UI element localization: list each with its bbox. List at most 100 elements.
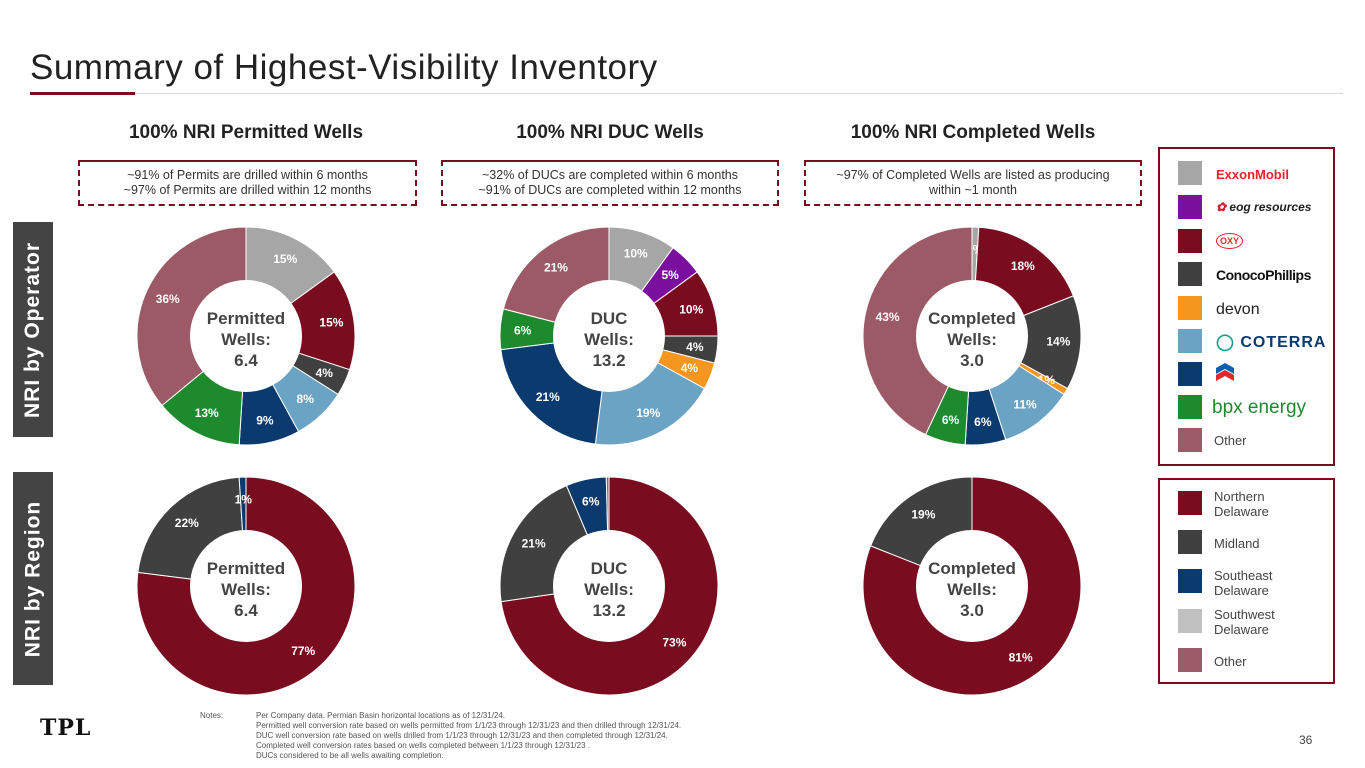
center-label: Completed: [928, 559, 1016, 578]
legend-swatch: [1178, 262, 1202, 286]
center-label: Permitted: [207, 309, 285, 328]
row-label-region-text: NRI by Region: [21, 500, 45, 657]
region-legend: Northern Delaware Midland Southeast Dela…: [1158, 478, 1335, 684]
conocophillips-logo: ConocoPhillips: [1216, 267, 1311, 283]
slice-label: 81%: [1009, 651, 1033, 665]
center-label: Wells:: [221, 580, 271, 599]
tpl-logo: TPL: [40, 715, 92, 741]
bpx-logo: bpx energy: [1212, 397, 1307, 418]
slice-label: 1%: [235, 493, 253, 507]
note-line: ~32% of DUCs are completed within 6 mont…: [481, 168, 739, 182]
legend-label-line: Southeast: [1214, 568, 1273, 583]
slice-label: 10%: [624, 247, 648, 261]
legend-swatch: [1178, 161, 1202, 185]
slice-label: 6%: [582, 494, 600, 508]
pie-slice-oxy: [244, 271, 356, 371]
center-label: DUC: [591, 309, 628, 328]
legend-label-other: Other: [1214, 654, 1247, 669]
center-label: Wells:: [221, 330, 271, 349]
donut-hole: [553, 530, 665, 642]
note-box-completed: ~97% of Completed Wells are listed as pr…: [804, 160, 1142, 206]
center-value: 6.4: [234, 601, 258, 620]
note-line: within ~1 month: [929, 183, 1017, 197]
slice-label: 9%: [256, 413, 274, 427]
slice-label: 13%: [195, 406, 219, 420]
chevron-logo: [1214, 360, 1236, 391]
coterra-logo: ◯ COTERRA: [1216, 332, 1326, 352]
column-heading-duc: 100% NRI DUC Wells: [516, 122, 704, 143]
legend-label-line: Delaware: [1214, 583, 1269, 598]
center-label: Completed: [928, 309, 1016, 328]
slice-label: 8%: [297, 392, 315, 406]
donut-region-permitted: 77% 22% 1% Permitted Wells: 6.4: [136, 476, 356, 696]
page-number: 36: [1299, 733, 1313, 747]
oxy-logo: OXY: [1216, 233, 1244, 249]
slice-label: 6%: [514, 324, 532, 338]
slice-label: 4%: [681, 361, 699, 375]
note-line: Completed well conversion rates based on…: [256, 741, 590, 750]
legend-label-northern-delaware: Northern Delaware: [1214, 489, 1269, 519]
center-label: Wells:: [584, 580, 634, 599]
slice-label: 43%: [876, 310, 900, 324]
center-label: Wells:: [947, 580, 997, 599]
legend-swatch: [1178, 609, 1202, 633]
slice-label: 19%: [636, 406, 660, 420]
legend-swatch: [1178, 362, 1202, 386]
note-line: Per Company data. Permian Basin horizont…: [256, 711, 506, 720]
center-value: 3.0: [960, 601, 984, 620]
eog-logo: ✿ eog resources: [1216, 200, 1311, 214]
legend-swatch: [1178, 648, 1202, 672]
center-value: 13.2: [592, 351, 625, 370]
slice-label: 4%: [686, 340, 704, 354]
slice-label: 21%: [544, 261, 568, 275]
slice-label: 22%: [175, 516, 199, 530]
legend-label-midland: Midland: [1214, 536, 1260, 551]
donut-hole: [190, 530, 302, 642]
legend-swatch: [1178, 428, 1202, 452]
legend-label-southeast-delaware: Southeast Delaware: [1214, 568, 1273, 598]
eog-logo-text: eog resources: [1229, 200, 1312, 214]
slice-label: 15%: [273, 252, 297, 266]
note-line: ~91% of Permits are drilled within 6 mon…: [127, 168, 368, 182]
slice-label: 36%: [156, 292, 180, 306]
center-label: DUC: [591, 559, 628, 578]
donut-region-duc: 73% 21% 6% DUC Wells: 13.2: [499, 476, 719, 696]
slice-label: 21%: [522, 537, 546, 551]
title-divider: [30, 93, 1343, 94]
pie-slice-other: [136, 226, 247, 407]
slice-label: 15%: [319, 315, 343, 329]
legend-swatch: [1178, 229, 1202, 253]
note-line: DUC well conversion rate based on wells …: [256, 731, 668, 740]
note-line: ~97% of Permits are drilled within 12 mo…: [123, 183, 372, 197]
legend-label-line: Northern: [1214, 489, 1265, 504]
legend-label-line: Southwest: [1214, 607, 1275, 622]
chevron-icon: [1216, 363, 1234, 381]
note-line: ~91% of DUCs are completed within 12 mon…: [478, 183, 742, 197]
note-box-permitted: ~91% of Permits are drilled within 6 mon…: [78, 160, 417, 206]
center-label: Wells:: [584, 330, 634, 349]
row-label-operator-text: NRI by Operator: [21, 241, 44, 418]
note-line: ~97% of Completed Wells are listed as pr…: [836, 168, 1110, 182]
slice-label: 19%: [911, 507, 935, 521]
slice-label: 73%: [662, 636, 686, 650]
donut-region-completed: 81% 19% Completed Wells: 3.0: [862, 476, 1082, 696]
slice-label: 21%: [536, 390, 560, 404]
center-label: Wells:: [947, 330, 997, 349]
operator-legend: ExxonMobil ✿ eog resources OXY ConocoPhi…: [1158, 147, 1335, 466]
legend-swatch: [1178, 195, 1202, 219]
slice-label: 77%: [291, 644, 315, 658]
page-title: Summary of Highest-Visibility Inventory: [30, 48, 658, 87]
center-value: 13.2: [592, 601, 625, 620]
donut-operator-duc: 10% 5% 10% 4% 4% 19% 21% 6% 21% DUC Wells: 13.2: [499, 226, 719, 446]
legend-swatch: [1178, 530, 1202, 554]
column-heading-completed: 100% NRI Completed Wells: [850, 122, 1096, 143]
legend-swatch: [1178, 569, 1202, 593]
center-label: Permitted: [207, 559, 285, 578]
coterra-ring-icon: ◯: [1216, 334, 1241, 351]
donut-hole: [916, 280, 1028, 392]
center-value: 3.0: [960, 351, 984, 370]
coterra-logo-text: COTERRA: [1240, 334, 1327, 351]
slice-label: 18%: [1011, 259, 1035, 273]
note-line: DUCs considered to be all wells awaiting…: [256, 751, 444, 760]
